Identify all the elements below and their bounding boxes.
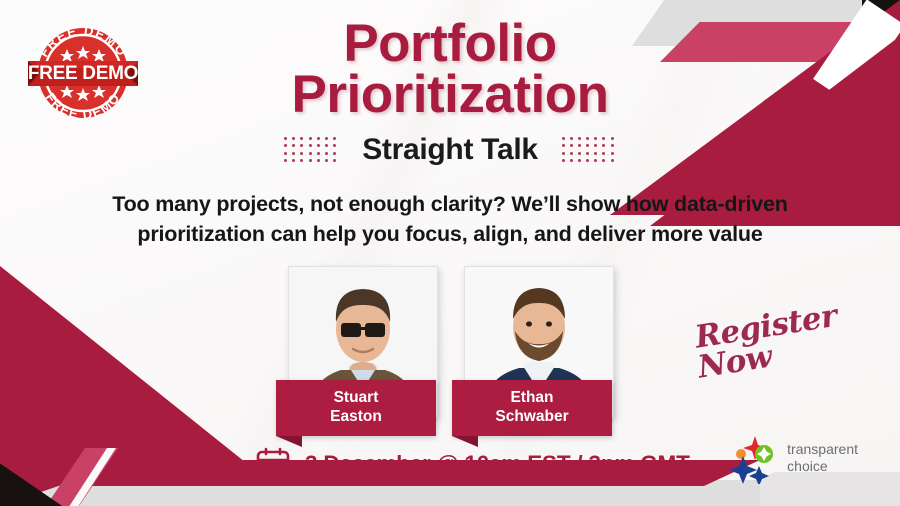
speaker-last-name-1: Schwaber (495, 407, 569, 425)
brand-name-line-1: transparent (787, 441, 858, 458)
dot-grid-left-icon (284, 136, 338, 164)
speakers-row: Stuart Easton (0, 266, 900, 447)
title-line-2: Prioritization (291, 65, 609, 125)
brand-name-line-2: choice (787, 458, 828, 474)
page-title: Portfolio Prioritization (0, 14, 900, 125)
speaker-card-1: Ethan Schwaber (452, 266, 614, 447)
badge-ribbon-text: FREE DEMO (28, 63, 138, 84)
subtitle-row: Straight Talk (0, 133, 900, 167)
title-line-1: Portfolio (343, 14, 557, 73)
event-datetime: 3 December @ 10am EST / 3pm GMT (255, 446, 690, 482)
event-datetime-text: 3 December @ 10am EST / 3pm GMT (305, 451, 690, 476)
transparentchoice-logo-text: transparent choice (787, 441, 858, 475)
calendar-icon (255, 446, 291, 482)
speaker-nameplate-0: Stuart Easton (276, 380, 436, 447)
description-text: Too many projects, not enough clarity? W… (112, 192, 788, 246)
corner-accent-bottom-grey (0, 480, 760, 506)
dot-grid-right-icon (561, 136, 616, 164)
free-demo-badge: FREE DEMO FREE DEMO FREE DEMO (22, 16, 144, 128)
speaker-first-name-1: Ethan (510, 389, 554, 407)
speaker-first-name-0: Stuart (333, 389, 379, 407)
speaker-last-name-0: Easton (330, 407, 382, 425)
nameplate-fold-1 (452, 436, 478, 447)
corner-accent-bottom-left-white-stripe (69, 448, 116, 506)
speaker-nameplate-1: Ethan Schwaber (452, 380, 612, 447)
nameplate-fold-0 (276, 436, 302, 447)
speaker-card-0: Stuart Easton (276, 266, 438, 447)
transparentchoice-logo: transparent choice (725, 432, 858, 484)
corner-accent-bottom-left-black (0, 459, 63, 506)
subtitle-text: Straight Talk (362, 133, 538, 166)
corner-accent-bottom-left-pink (46, 448, 118, 506)
transparentchoice-logo-mark-icon (725, 432, 777, 484)
